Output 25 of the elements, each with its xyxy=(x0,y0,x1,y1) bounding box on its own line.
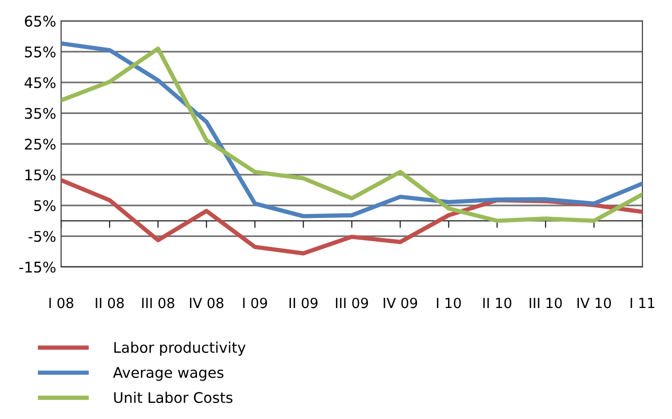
x-tick-label: II 09 xyxy=(290,298,318,308)
x-tick-label: II 08 xyxy=(96,298,124,308)
legend-label: Unit Labor Costs xyxy=(114,392,232,404)
y-tick-label: 5% xyxy=(34,200,56,212)
x-tick-label: III 08 xyxy=(142,298,174,308)
x-tick-label: IV 09 xyxy=(384,298,418,308)
y-tick-label: -15% xyxy=(19,262,56,273)
x-tick-label: IV 10 xyxy=(578,298,611,308)
x-tick-label: I 09 xyxy=(243,298,268,308)
y-tick-label: 45% xyxy=(24,77,56,88)
y-tick-label: 65% xyxy=(24,16,56,27)
x-tick-label: III 10 xyxy=(530,298,562,308)
y-tick-label: -5% xyxy=(28,230,56,242)
x-tick-label: I 11 xyxy=(630,298,654,308)
legend-label: Labor productivity xyxy=(114,342,246,356)
y-tick-label: 55% xyxy=(25,46,56,58)
x-tick-label: I 10 xyxy=(436,298,461,308)
y-tick-label: 15% xyxy=(25,169,56,180)
x-tick-label: II 10 xyxy=(483,298,512,308)
y-tick-label: 25% xyxy=(24,138,56,150)
x-tick-label: I 08 xyxy=(49,298,74,308)
x-tick-label: III 09 xyxy=(336,298,368,308)
legend-label: Average wages xyxy=(113,367,224,381)
y-tick-label: 35% xyxy=(24,108,56,119)
x-tick-label: IV 08 xyxy=(190,298,224,308)
